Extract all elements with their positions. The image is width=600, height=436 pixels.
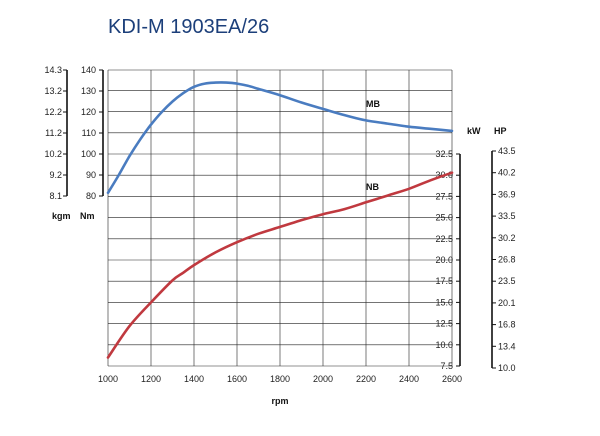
x-tick-label: 2400	[399, 374, 419, 384]
chart-title: KDI-M 1903EA/26	[108, 16, 269, 38]
power-kw-tick-label: 15.0	[435, 297, 453, 307]
x-tick-label: 1800	[270, 374, 290, 384]
torque-nm-tick-label: 120	[81, 107, 96, 117]
power-hp-tick-label: 23.5	[498, 276, 516, 286]
x-tick-label: 2600	[442, 374, 462, 384]
series-line-mb	[106, 81, 454, 195]
power-hp-tick-label: 40.2	[498, 168, 516, 178]
x-axis-label: rpm	[271, 396, 288, 406]
torque-nm-tick-label: 100	[81, 149, 96, 159]
power-kw-axis-label: kW	[467, 126, 481, 136]
power-kw-tick-label: 22.5	[435, 234, 453, 244]
power-kw-tick-label: 12.5	[435, 319, 453, 329]
torque-kgm-tick-label: 13.2	[44, 86, 62, 96]
series-label-nb: NB	[366, 182, 379, 192]
torque-kgm-tick-label: 11.2	[45, 128, 62, 138]
power-kw-tick-label: 32.5	[435, 149, 453, 159]
power-hp-tick-label: 30.2	[498, 233, 516, 243]
torque-kgm-tick-label: 9.2	[49, 170, 62, 180]
chart-grid	[107, 69, 453, 367]
x-tick-label: 1000	[98, 374, 118, 384]
power-hp-tick-label: 13.4	[498, 341, 516, 351]
torque-kgm-tick-label: 12.2	[44, 107, 62, 117]
power-hp-tick-label: 43.5	[498, 146, 516, 156]
power-kw-tick-label: 25.0	[435, 213, 453, 223]
power-kw-tick-label: 10.0	[435, 340, 453, 350]
x-tick-label: 1200	[141, 374, 161, 384]
chart-series: MB NB	[106, 81, 454, 359]
power-hp-tick-label: 26.8	[498, 255, 516, 265]
torque-nm-tick-label: 140	[81, 65, 96, 75]
power-kw-tick-label: 7.5	[440, 361, 453, 371]
x-tick-label: 2000	[313, 374, 333, 384]
power-hp-tick-label: 36.9	[498, 189, 516, 199]
torque-kgm-axis-label: kgm	[52, 211, 71, 221]
torque-nm-tick-label: 110	[82, 128, 96, 138]
torque-kgm-tick-label: 8.1	[49, 191, 62, 201]
torque-nm-axis-label: Nm	[80, 211, 95, 221]
power-kw-tick-label: 27.5	[435, 191, 453, 201]
x-tick-label: 2200	[356, 374, 376, 384]
series-line-nb	[106, 171, 454, 359]
chart-axes	[63, 69, 496, 369]
power-hp-tick-label: 16.8	[498, 320, 516, 330]
power-hp-tick-label: 10.0	[498, 363, 516, 373]
x-tick-label: 1400	[184, 374, 204, 384]
torque-kgm-tick-label: 14.3	[44, 65, 62, 75]
power-kw-tick-label: 20.0	[435, 255, 453, 265]
x-tick-label: 1600	[227, 374, 247, 384]
torque-nm-tick-label: 130	[81, 86, 96, 96]
torque-nm-tick-label: 90	[86, 170, 96, 180]
torque-nm-tick-label: 80	[86, 191, 96, 201]
power-hp-axis-label: HP	[494, 126, 507, 136]
series-label-mb: MB	[366, 99, 380, 109]
torque-kgm-tick-label: 10.2	[44, 149, 62, 159]
power-kw-tick-label: 17.5	[435, 276, 453, 286]
power-hp-tick-label: 33.5	[498, 211, 516, 221]
power-hp-tick-label: 20.1	[498, 298, 516, 308]
